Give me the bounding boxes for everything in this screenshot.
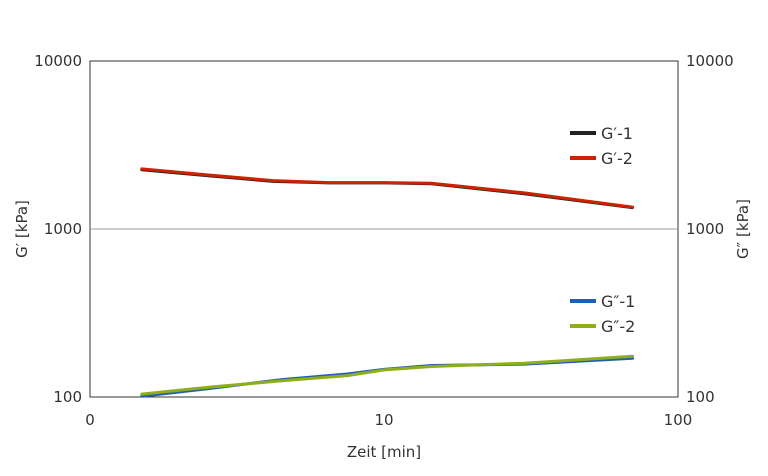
x-axis-label: Zeit [min] <box>347 443 421 461</box>
legend-label: G″-2 <box>601 317 635 336</box>
x-tick-label: 100 <box>664 411 693 429</box>
series-line <box>140 167 634 209</box>
series-line <box>140 354 634 396</box>
legend-label: G′-1 <box>601 124 633 143</box>
y-tick-label-right: 1000 <box>686 220 724 238</box>
y-tick-label-left: 10000 <box>34 52 82 70</box>
legend-label: G′-2 <box>601 149 633 168</box>
y-axis-label-right: G″ [kPa] <box>734 199 752 259</box>
series-line <box>140 356 634 398</box>
y-tick-label-left: 100 <box>53 388 82 406</box>
legend-label: G″-1 <box>601 292 635 311</box>
y-axis-label-left: G′ [kPa] <box>13 200 31 258</box>
x-tick-label: 0 <box>85 411 95 429</box>
x-tick-label: 10 <box>374 411 393 429</box>
y-tick-label-left: 1000 <box>44 220 82 238</box>
y-tick-label-right: 10000 <box>686 52 734 70</box>
y-tick-label-right: 100 <box>686 388 715 406</box>
